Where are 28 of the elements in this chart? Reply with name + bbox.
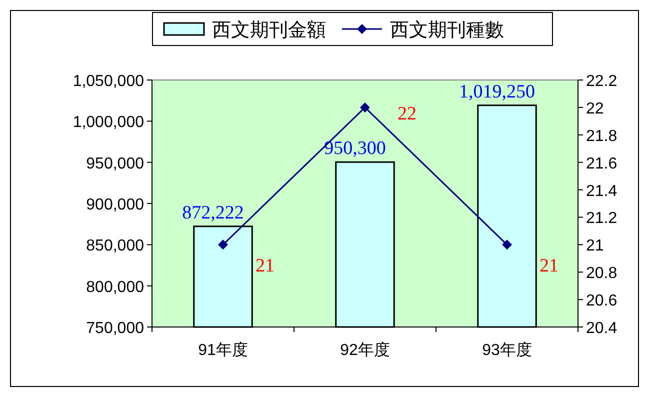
- y2-tick-label: 21.8: [586, 128, 618, 145]
- y2-tick-label: 22.2: [586, 73, 618, 90]
- y2-tick-label: 20.8: [586, 265, 618, 282]
- data-label: 21: [540, 256, 558, 277]
- y2-tick-label: 21: [586, 238, 604, 255]
- y-tick-label: 1,050,000: [72, 73, 144, 90]
- x-tick-label: 92年度: [340, 341, 390, 359]
- y-tick-label: 850,000: [86, 238, 144, 255]
- y2-tick-label: 20.6: [586, 292, 618, 310]
- y-tick-label: 750,000: [86, 320, 144, 337]
- y-tick-label: 900,000: [86, 196, 144, 214]
- y2-tick-label: 21.4: [586, 182, 618, 200]
- data-label: 22: [398, 103, 416, 124]
- y2-tick-label: 21.6: [586, 155, 618, 172]
- legend-label: 西文期刊種數: [390, 20, 504, 41]
- y2-tick-label: 20.4: [586, 320, 618, 337]
- y-tick-label: 800,000: [86, 278, 144, 296]
- legend-label: 西文期刊金額: [212, 20, 326, 41]
- data-label: 21: [256, 256, 274, 277]
- data-label: 950,300: [324, 138, 386, 160]
- x-tick-label: 93年度: [482, 341, 532, 359]
- y-tick-label: 950,000: [86, 155, 144, 172]
- data-label: 872,222: [182, 202, 244, 224]
- y2-tick-label: 22: [586, 100, 604, 118]
- y2-tick-label: 21.2: [586, 210, 618, 228]
- x-tick-label: 91年度: [198, 341, 248, 359]
- y-tick-label: 1,000,000: [72, 114, 144, 132]
- data-label: 1,019,250: [459, 81, 535, 102]
